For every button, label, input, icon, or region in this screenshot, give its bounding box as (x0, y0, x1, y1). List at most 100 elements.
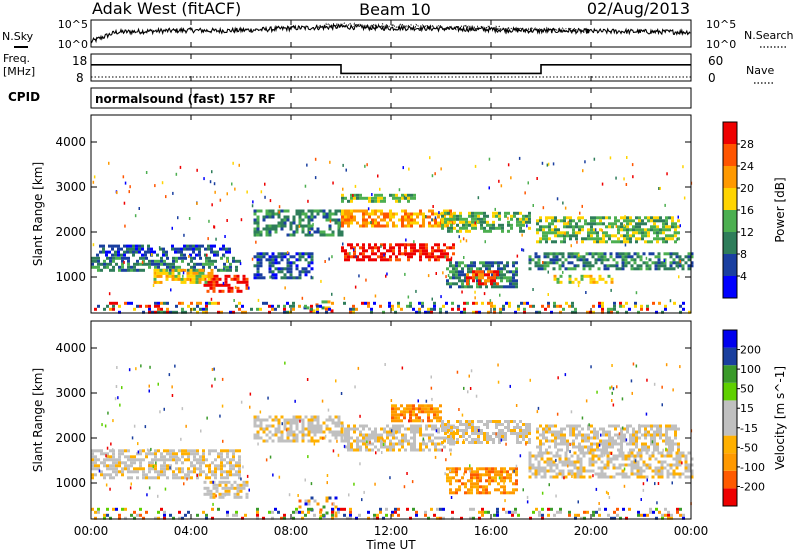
power-y-tick-label: 2000 (55, 225, 86, 239)
velocity-echo-region-7 (528, 451, 694, 479)
velocity-y-axis-label: Slant Range [km] (31, 368, 45, 472)
power-colorbar-tick-label: 28 (740, 138, 754, 151)
velocity-colorbar-tick-label: -200 (740, 480, 765, 493)
power-scattered-echoes (92, 156, 693, 303)
power-echo-region-9 (341, 193, 416, 203)
power-echo-region-4 (253, 252, 314, 280)
velocity-colorbar-swatch (723, 330, 737, 348)
power-echo-region-2 (203, 274, 249, 293)
velocity-colorbar-swatch (723, 453, 737, 471)
power-colorbar-swatch (723, 276, 737, 298)
freq-tick-right-top: 60 (708, 54, 723, 68)
time-axis: 00:00 04:00 08:00 12:00 16:00 20:00 00:00 (74, 20, 709, 538)
velocity-colorbar-swatch (723, 470, 737, 489)
power-colorbar-swatch (723, 210, 737, 232)
velocity-colorbar-tick-label: -50 (740, 441, 758, 454)
velocity-colorbar-swatch (723, 347, 737, 366)
power-heatmap (91, 156, 694, 314)
power-colorbar-swatch (723, 166, 737, 188)
velocity-y-tick-label: 3000 (55, 386, 86, 400)
freq-traces (91, 64, 691, 78)
velocity-echo-region-0 (91, 449, 241, 480)
power-colorbar-tick-label: 24 (740, 160, 754, 173)
velocity-colorbar: -200 -100 -50 -15 15 50 100 200 Velocity [m s^-1… (722, 329, 787, 507)
velocity-echo-region-6 (446, 467, 518, 495)
station-title: Adak West (fitACF) (92, 0, 241, 18)
velocity-colorbar-tick-label: -100 (740, 461, 765, 474)
power-colorbar-tick-label: 12 (740, 226, 754, 239)
noise-traces (90, 22, 691, 44)
noise-tick-left-bottom: 10^0 (58, 38, 88, 51)
power-colorbar: 4 8 12 16 20 24 28 Power [dB] (722, 121, 787, 299)
velocity-colorbar-tick-label: 15 (740, 402, 754, 415)
power-echo-region-1 (96, 244, 231, 257)
power-y-tick-label: 3000 (55, 180, 86, 194)
velocity-colorbar-swatch (723, 400, 737, 418)
velocity-colorbar-tick-label: 50 (740, 383, 754, 396)
freq-tick-left-bottom: 8 (76, 71, 84, 85)
velocity-colorbar-label: Velocity [m s^-1] (773, 366, 787, 470)
time-tick-label: 12:00 (374, 524, 409, 538)
nave-label: Nave (746, 64, 774, 77)
power-echo-region-15 (553, 274, 614, 284)
power-colorbar-swatch (723, 232, 737, 254)
time-tick-label: 08:00 (274, 524, 309, 538)
power-echo-region-14 (536, 216, 680, 244)
power-colorbar-tick-label: 16 (740, 204, 754, 217)
power-echo-region-6 (253, 209, 344, 237)
velocity-colorbar-tick-label: -15 (740, 422, 758, 435)
power-y-ticks: 1000 2000 3000 4000 (55, 135, 691, 284)
date-title: 02/Aug/2013 (587, 0, 690, 18)
velocity-colorbar-swatch (723, 418, 737, 436)
power-colorbar-swatch (723, 188, 737, 210)
noise-tick-right-top: 10^5 (706, 18, 736, 31)
freq-series (91, 64, 691, 75)
velocity-colorbar-swatch (723, 365, 737, 383)
cpid-label: CPID (8, 90, 40, 104)
power-echo-region-13 (528, 252, 694, 271)
freq-tick-left-top: 18 (72, 54, 87, 68)
velocity-scattered-echoes (98, 361, 693, 506)
velocity-echo-region-1 (203, 480, 249, 499)
velocity-echo-region-3 (341, 424, 455, 452)
velocity-y-tick-label: 4000 (55, 341, 86, 355)
noise-right-label: N.Search (744, 29, 794, 42)
velocity-colorbar-swatch (723, 435, 737, 454)
velocity-echo-region-10 (91, 507, 685, 520)
velocity-echo-region-2 (253, 415, 344, 443)
power-echo-region-12 (466, 270, 499, 286)
velocity-y-tick-label: 1000 (55, 476, 86, 490)
power-y-tick-label: 1000 (55, 270, 86, 284)
power-echo-region-16 (94, 301, 691, 314)
power-colorbar-tick-label: 4 (740, 270, 747, 283)
velocity-colorbar-swatch (723, 488, 737, 506)
noise-left-label: N.Sky (2, 30, 34, 43)
noise-series-sky (90, 23, 691, 44)
velocity-y-tick-label: 2000 (55, 431, 86, 445)
time-tick-label: 04:00 (174, 524, 209, 538)
cpid-program: normalsound (fast) 157 RF (95, 92, 276, 106)
freq-label-line1: Freq. (3, 52, 30, 65)
power-colorbar-tick-label: 8 (740, 248, 747, 261)
noise-tick-right-bottom: 10^0 (706, 38, 736, 51)
freq-tick-right-bottom: 0 (708, 71, 716, 85)
power-colorbar-label: Power [dB] (773, 177, 787, 242)
power-colorbar-swatch (723, 254, 737, 276)
power-y-tick-label: 4000 (55, 135, 86, 149)
beam-title: Beam 10 (359, 0, 431, 19)
time-tick-label: 20:00 (574, 524, 609, 538)
noise-series-search (315, 22, 591, 34)
velocity-colorbar-swatch (723, 382, 737, 401)
power-y-axis-label: Slant Range [km] (31, 162, 45, 266)
power-colorbar-swatch (723, 144, 737, 166)
time-tick-label: 00:00 (674, 524, 709, 538)
power-colorbar-tick-label: 20 (740, 182, 754, 195)
time-tick-label: 16:00 (474, 524, 509, 538)
velocity-echo-region-4 (391, 404, 442, 423)
velocity-heatmap (91, 361, 694, 520)
velocity-colorbar-tick-label: 200 (740, 344, 761, 357)
power-echo-region-3 (153, 268, 214, 284)
velocity-y-ticks: 1000 2000 3000 4000 (55, 341, 691, 490)
time-tick-label: 00:00 (74, 524, 109, 538)
